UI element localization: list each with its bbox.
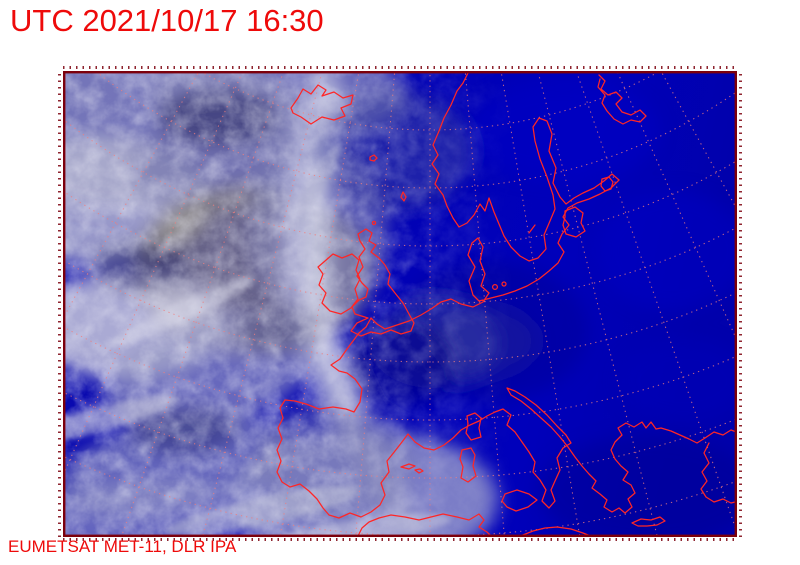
coast-corsica [465, 412, 482, 441]
coast-zealand [491, 283, 499, 291]
coast-sardinia [459, 447, 477, 483]
coast-funen [501, 281, 507, 287]
frame-ticks-bottom [63, 538, 737, 541]
coast-mainland-europe [276, 71, 737, 519]
coast-orkney [371, 220, 377, 226]
satellite-map [63, 71, 737, 537]
frame-ticks-top [63, 66, 737, 69]
frame-ticks-right [739, 71, 742, 537]
coast-ireland [317, 253, 361, 315]
coast-lake-onega [600, 176, 614, 192]
coastlines [276, 71, 737, 537]
timestamp-label: UTC 2021/10/17 16:30 [10, 3, 324, 38]
cloud-texture [63, 71, 513, 537]
coast-crete [631, 516, 666, 527]
coast-faroe [369, 154, 378, 162]
graticule [63, 71, 737, 537]
coast-libya [517, 526, 594, 537]
coast-sicily [501, 489, 538, 512]
coast-white-sea [597, 74, 647, 125]
credit-label: EUMETSAT MET-11, DLR IPA [8, 537, 237, 556]
coast-great-britain [350, 228, 415, 337]
coast-shetland [400, 191, 407, 202]
image-border [63, 71, 737, 537]
coast-gotland [528, 224, 536, 234]
coast-north-africa [356, 513, 493, 537]
satellite-image-frame [63, 71, 737, 537]
coast-iceland [290, 84, 354, 125]
coast-lake-ladoga [562, 206, 586, 238]
frame-ticks-left [58, 71, 61, 537]
coast-balearics [400, 463, 424, 474]
coast-turkey [700, 442, 737, 504]
